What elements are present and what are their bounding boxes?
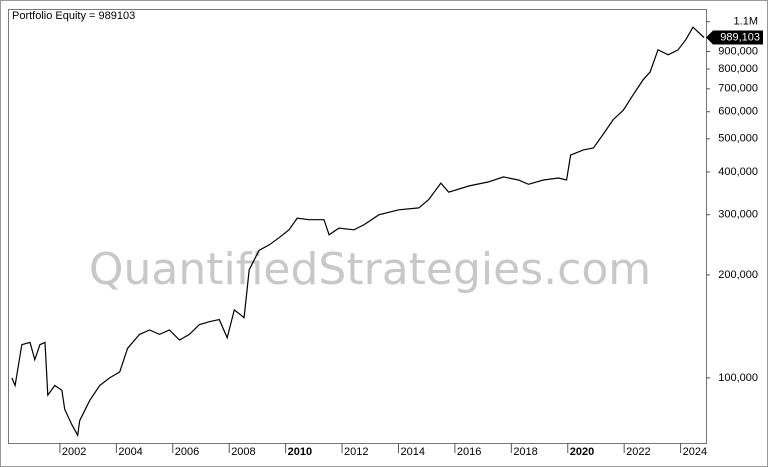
x-tick-label: 2024 (683, 446, 707, 458)
y-tick-label: 200,000 (718, 269, 758, 281)
y-tick-label: 700,000 (718, 83, 758, 95)
x-tick-label: 2020 (570, 446, 594, 458)
equity-line (11, 26, 705, 438)
x-tick-label: 2012 (344, 446, 368, 458)
y-tick-label: 900,000 (718, 45, 758, 57)
y-tick-label: 800,000 (718, 63, 758, 75)
y-tick-label: 600,000 (718, 106, 758, 118)
y-tick-label: 100,000 (718, 372, 758, 384)
last-value-label: 989,103 (720, 31, 760, 43)
x-tick-label: 2006 (175, 446, 199, 458)
y-tick-label: 1.1M (734, 16, 758, 28)
x-tick-label: 2014 (400, 446, 424, 458)
last-value-tag (706, 30, 763, 45)
x-tick-label: 2008 (231, 446, 255, 458)
x-tick-label: 2016 (457, 446, 481, 458)
x-tick-label: 2004 (118, 446, 142, 458)
x-tick-label: 2018 (513, 446, 537, 458)
plot-frame (8, 9, 707, 444)
x-tick-label: 2022 (626, 446, 650, 458)
y-tick-label: 500,000 (718, 133, 758, 145)
watermark: QuantifiedStrategies.com (89, 244, 651, 295)
chart-title: Portfolio Equity = 989103 (12, 10, 135, 22)
x-tick-label: 2010 (288, 446, 312, 458)
x-tick-label: 2002 (62, 446, 86, 458)
y-tick-label: 400,000 (718, 166, 758, 178)
y-tick-label: 300,000 (718, 209, 758, 221)
